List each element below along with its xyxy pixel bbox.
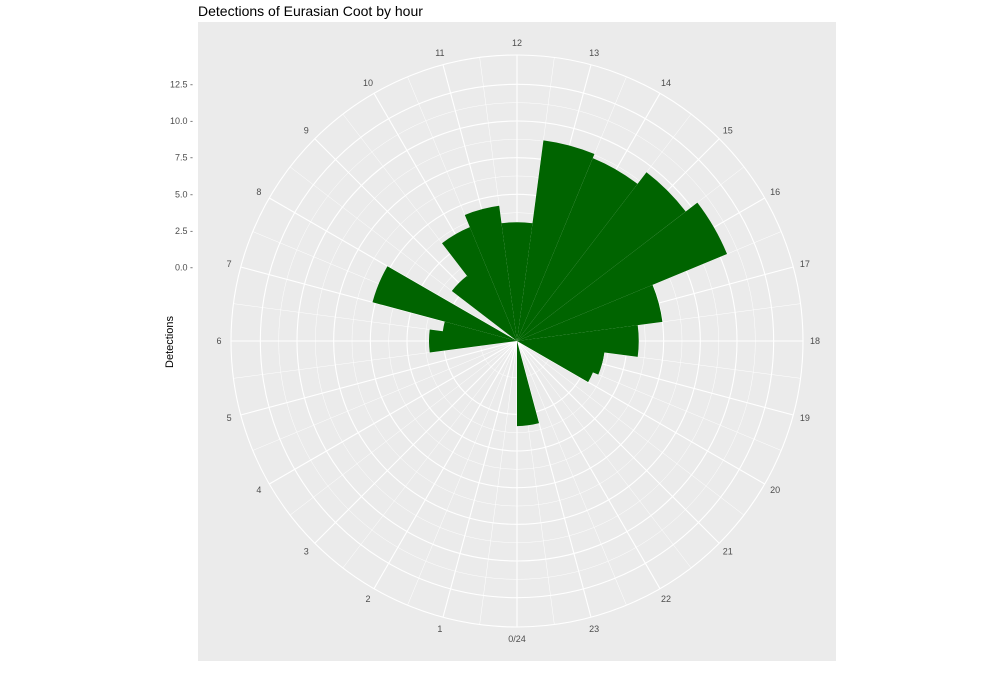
bar-hour-17 [517,284,663,341]
x-tick-label: 12 [512,38,522,48]
bar-hour-9-5 [459,271,517,341]
major-grid-spoke [442,340,518,618]
x-tick-label: 11 [435,48,444,58]
x-tick-label: 7 [227,259,232,269]
major-grid-spoke [516,340,765,485]
major-grid-spoke [516,340,661,589]
y-tick-label: 10.0 - [170,116,193,126]
minor-grid-spoke [516,340,627,606]
x-tick-label: 20 [770,485,780,495]
x-tick-label: 8 [256,187,261,197]
y-tick-label: 12.5 - [170,79,193,89]
x-tick-label: 19 [800,413,810,423]
y-tick-label: 5.0 - [175,189,193,199]
chart-title: Detections of Eurasian Coot by hour [198,3,423,19]
minor-grid-spoke [252,340,518,451]
y-tick-label: 0.0 - [175,263,193,273]
x-tick-label: 6 [216,336,221,346]
minor-grid-spoke [516,340,745,516]
x-tick-label: 16 [770,187,780,197]
minor-grid-spoke [289,340,518,516]
x-tick-label: 9 [304,125,309,135]
x-tick-label: 18 [810,336,820,346]
minor-grid-spoke [516,340,692,569]
bar-hour-11 [464,205,517,341]
bar-hour-15 [517,172,686,341]
x-tick-label: 2 [365,594,370,604]
x-tick-label: 14 [661,78,671,88]
x-tick-label: 21 [723,547,733,557]
x-tick-label: 22 [661,594,671,604]
x-tick-label: 1 [437,624,442,634]
bar-hour-23-5 [517,341,540,427]
major-grid-spoke [516,340,720,544]
y-tick-label: 2.5 - [175,226,193,236]
bar-hour-13 [517,140,595,341]
x-tick-label: 17 [800,259,810,269]
major-grid-spoke [516,340,592,618]
x-tick-label: 5 [227,413,232,423]
bar-hour-14 [517,158,638,341]
bar-hour-10 [442,227,517,341]
major-grid-spoke [314,340,518,544]
major-grid-spoke [269,197,518,342]
minor-grid-spoke [407,340,518,606]
x-tick-label: 4 [256,485,261,495]
x-tick-label: 15 [723,125,733,135]
x-tick-label: 23 [589,624,599,634]
y-tick-label: 7.5 - [175,153,193,163]
bar-hour-12 [501,222,533,341]
bar-hour-19-5 [517,341,597,383]
major-grid-spoke [240,340,518,416]
x-tick-label: 0/24 [508,634,526,644]
minor-grid-spoke [342,340,518,569]
major-grid-spoke [373,340,518,589]
bar-layer [372,140,728,427]
bar-hour-6-5 [442,321,517,341]
bar-hour-16 [517,202,728,341]
major-grid-spoke [269,340,518,485]
bar-hour-7-5 [372,266,517,341]
label-layer: 0/24123456789101112131415161718192021222… [170,38,820,644]
minor-grid-spoke [479,340,518,625]
x-tick-label: 13 [589,48,599,58]
x-tick-label: 3 [304,547,309,557]
x-tick-label: 10 [363,78,373,88]
